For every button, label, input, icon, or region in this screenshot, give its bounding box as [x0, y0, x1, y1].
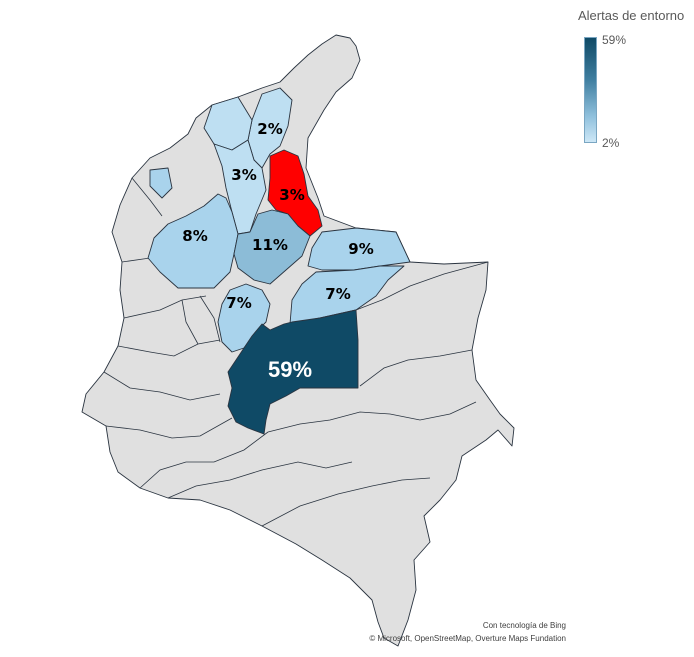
region-7pct-right[interactable]	[289, 265, 405, 325]
map-attribution: © Microsoft, OpenStreetMap, Overture Map…	[369, 634, 566, 643]
legend-color-scale	[584, 37, 597, 143]
legend-min-label: 2%	[602, 136, 620, 150]
bing-credit: Con tecnología de Bing	[482, 621, 566, 630]
department-borders	[103, 177, 489, 527]
region-8pct[interactable]	[147, 193, 239, 289]
region-3pct-left[interactable]	[213, 139, 267, 235]
region-3pct-highlighted[interactable]	[267, 149, 323, 237]
region-northwest-small[interactable]	[149, 167, 173, 199]
region-11pct[interactable]	[233, 209, 311, 285]
legend-max-label: 59%	[602, 33, 627, 47]
legend-title: Alertas de entorno	[578, 8, 685, 23]
region-9pct[interactable]	[307, 227, 411, 271]
region-59pct[interactable]	[227, 309, 359, 435]
